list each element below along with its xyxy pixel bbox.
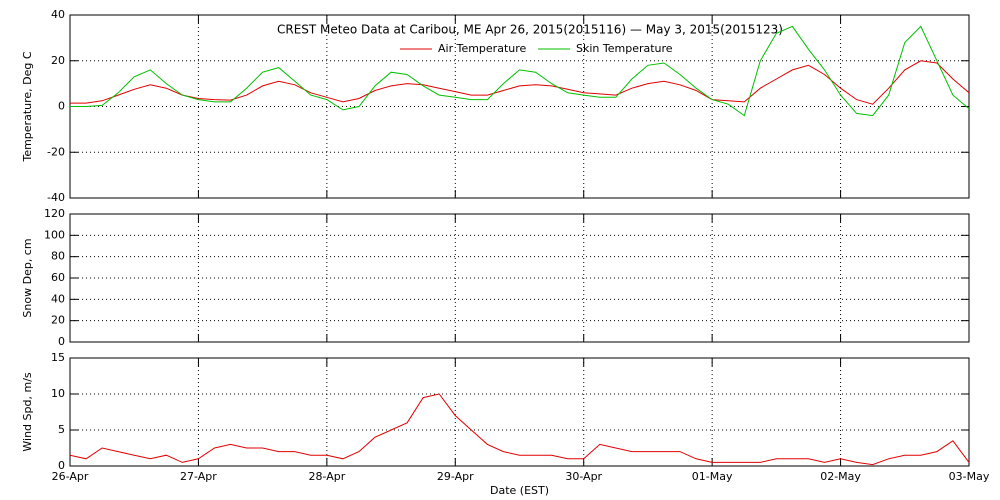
y-tick-label: 0 [58,335,65,348]
y-tick-label: 120 [44,207,65,220]
y-axis-label: Snow Dep, cm [21,238,34,317]
y-axis-label: Temperature, Deg C [21,51,34,162]
y-tick-label: 10 [51,387,65,400]
y-tick-label: 60 [51,271,65,284]
data-line [70,25,970,117]
x-tick-label: 01-May [692,470,733,483]
y-tick-label: 0 [58,100,65,113]
y-axis-label: Wind Spd, m/s [21,372,34,452]
y-tick-label: 20 [51,54,65,67]
x-tick-label: 02-May [820,470,861,483]
chart-title: CREST Meteo Data at Caribou, ME Apr 26, … [277,23,783,37]
x-tick-label: 29-Apr [437,470,474,483]
x-tick-label: 27-Apr [180,470,217,483]
y-tick-label: 20 [51,314,65,327]
y-tick-label: 40 [51,292,65,305]
y-tick-label: 80 [51,250,65,263]
data-line [69,393,970,466]
plot-frame [69,213,970,343]
x-tick-label: 30-Apr [565,470,602,483]
legend-label: Air Temperature [438,42,527,55]
x-tick-label: 03-May [949,470,990,483]
y-tick-label: -20 [47,145,65,158]
y-tick-label: 5 [58,423,65,436]
y-tick-label: -40 [47,191,65,204]
plot-frame [69,357,970,467]
x-axis-label: Date (EST) [490,484,549,497]
y-tick-label: 15 [51,351,65,364]
y-tick-label: 100 [44,228,65,241]
data-line [70,60,970,105]
y-tick-label: 40 [51,8,65,21]
y-tick-label: 0 [58,459,65,472]
x-tick-label: 26-Apr [52,470,89,483]
legend-label: Skin Temperature [576,42,673,55]
x-tick-label: 28-Apr [308,470,345,483]
